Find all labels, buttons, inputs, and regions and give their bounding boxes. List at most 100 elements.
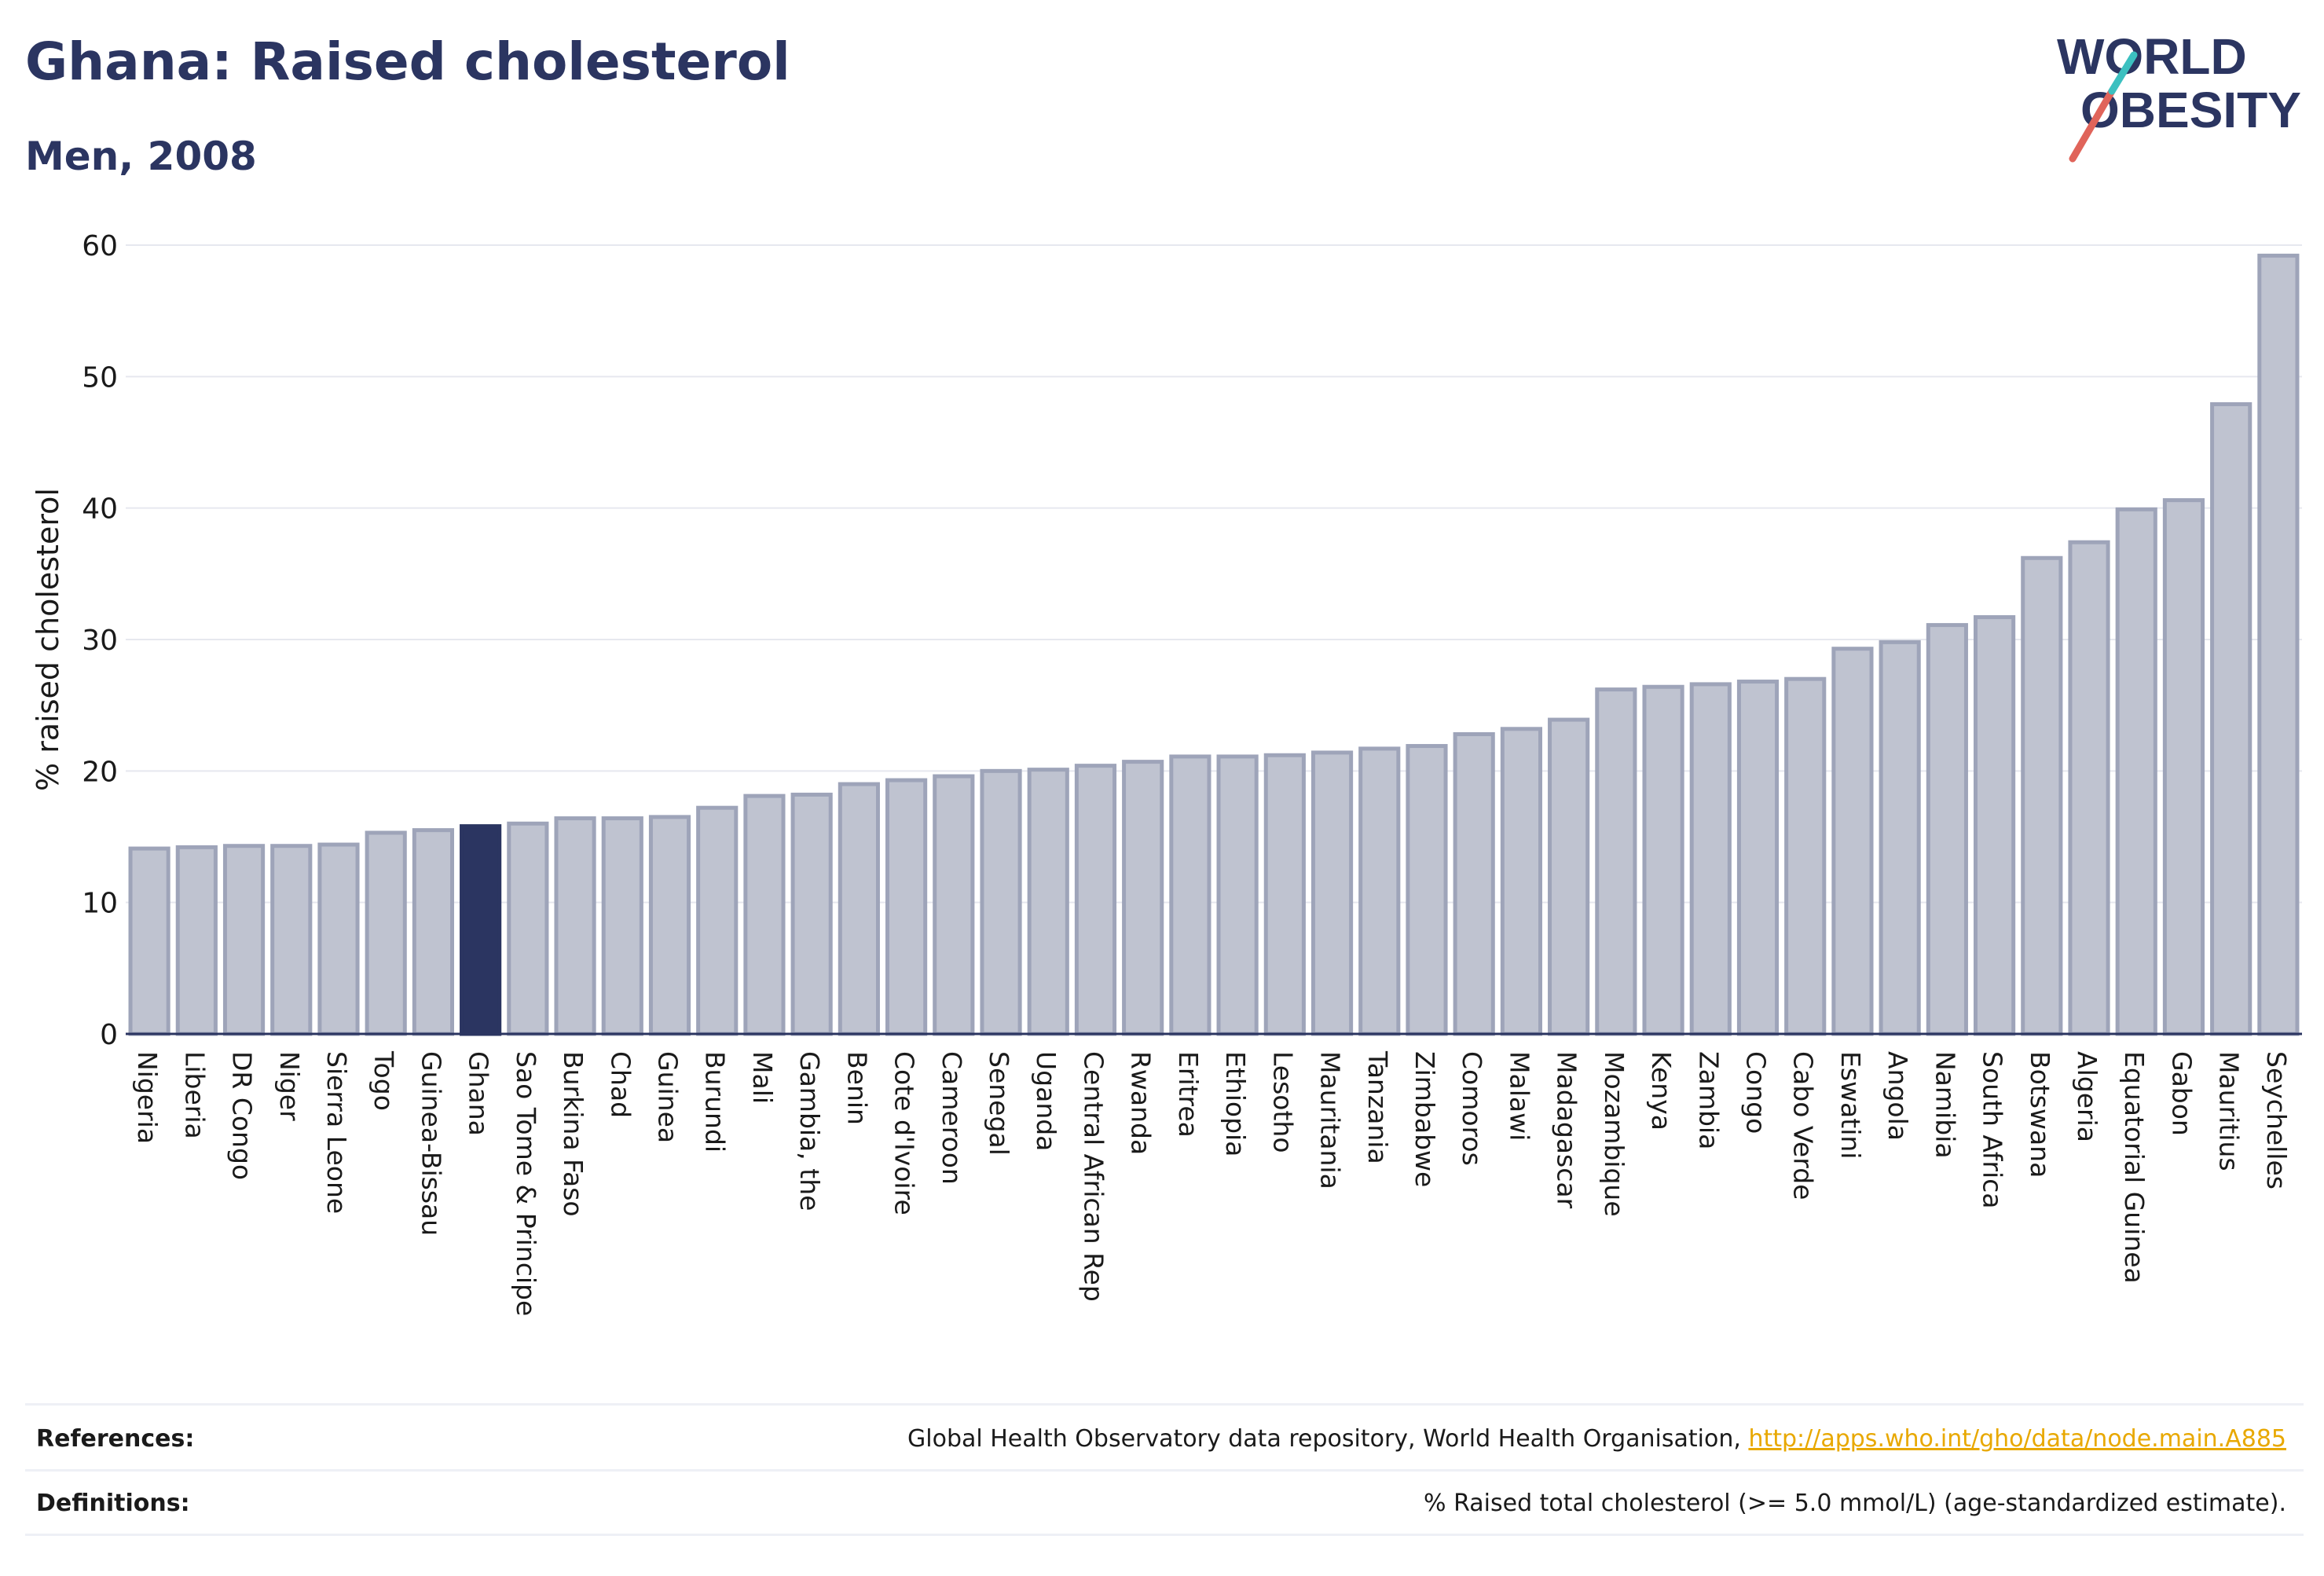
bar-mauritius	[2210, 401, 2253, 1036]
references-label: References:	[36, 1425, 195, 1453]
footer-divider-bottom	[25, 1534, 2304, 1536]
bar-seychelles	[2257, 253, 2300, 1036]
bar-mozambique	[1595, 687, 1637, 1036]
bar-gabon	[2162, 498, 2205, 1036]
bar-senegal	[980, 768, 1022, 1036]
x-tick-label: Eritrea	[1173, 1051, 1204, 1138]
x-axis-labels: Nigeria Liberia DR Congo Niger Sierra Leone T…	[132, 1050, 2292, 1316]
bar-togo	[365, 830, 407, 1036]
x-tick-label: Mozambique	[1599, 1051, 1629, 1217]
x-tick-label: Namibia	[1930, 1051, 1960, 1159]
x-tick-label: Mali	[747, 1051, 778, 1104]
x-tick-label: Cameroon	[937, 1051, 967, 1185]
bar-madagascar	[1548, 717, 1590, 1036]
bar-ghana	[460, 824, 502, 1036]
bar-lesotho	[1263, 753, 1306, 1036]
logo-slash-red	[2069, 87, 2116, 163]
bar-kenya	[1642, 684, 1684, 1036]
bar-guinea-bissau	[412, 828, 455, 1036]
y-tick-label: 20	[82, 756, 118, 788]
bar-central-african-rep	[1074, 764, 1117, 1036]
x-tick-label: Rwanda	[1126, 1051, 1157, 1155]
x-tick-label: Sao Tome & Principe	[511, 1051, 541, 1316]
x-tick-label: Togo	[368, 1050, 399, 1111]
footer-divider-top	[25, 1403, 2304, 1406]
bar-malawi	[1500, 727, 1542, 1036]
x-tick-label: Cote d'Ivoire	[889, 1051, 920, 1215]
x-tick-label: Malawi	[1504, 1051, 1534, 1141]
x-tick-label: Guinea	[653, 1051, 684, 1143]
x-tick-label: Nigeria	[132, 1051, 163, 1144]
x-tick-label: Gambia, the	[794, 1051, 825, 1211]
references-source: Global Health Observatory data repositor…	[907, 1425, 1749, 1453]
bar-sao-tome-principe	[507, 821, 549, 1036]
x-tick-label: Burundi	[700, 1051, 731, 1153]
x-tick-label: Chad	[605, 1051, 636, 1118]
y-tick-label: 0	[100, 1019, 118, 1051]
y-tick-label: 10	[82, 888, 118, 920]
x-tick-label: Tanzania	[1362, 1050, 1393, 1164]
chart-title: Ghana: Raised cholesterol	[25, 31, 790, 92]
definitions-label: Definitions:	[36, 1490, 190, 1517]
bar-burkina-faso	[554, 816, 596, 1036]
x-tick-label: Equatorial Guinea	[2119, 1051, 2150, 1284]
bar-guinea	[648, 815, 691, 1036]
bar-eritrea	[1169, 754, 1211, 1036]
logo-line-1: WORLD	[2057, 28, 2247, 85]
x-tick-label: Cabo Verde	[1788, 1051, 1819, 1200]
bar-zambia	[1689, 682, 1732, 1036]
x-tick-label: Angola	[1882, 1051, 1913, 1141]
y-tick-label: 40	[82, 493, 118, 526]
bar-sierra-leone	[317, 842, 360, 1036]
x-tick-label: Mauritius	[2214, 1051, 2245, 1171]
y-axis-title: % raised cholesterol	[31, 488, 65, 791]
footer-divider-middle	[25, 1469, 2304, 1472]
references-link[interactable]: http://apps.who.int/gho/data/node.main.A…	[1748, 1425, 2286, 1453]
x-tick-label: Ghana	[464, 1051, 494, 1136]
x-tick-label: Kenya	[1646, 1051, 1677, 1131]
x-tick-label: Comoros	[1457, 1051, 1487, 1166]
x-tick-label: Lesotho	[1267, 1051, 1298, 1153]
bar-ethiopia	[1216, 754, 1259, 1036]
x-tick-label: Ethiopia	[1220, 1051, 1251, 1156]
x-tick-label: Central African Rep	[1078, 1051, 1109, 1302]
bar-benin	[838, 782, 880, 1036]
x-tick-label: DR Congo	[227, 1051, 258, 1180]
bar-nigeria	[128, 846, 170, 1036]
bar-algeria	[2068, 540, 2110, 1036]
bar-gambia-the	[790, 792, 833, 1036]
bar-equatorial-guinea	[2115, 507, 2157, 1036]
x-tick-label: Mauritania	[1315, 1051, 1346, 1189]
x-tick-label: Zambia	[1693, 1051, 1724, 1149]
bar-liberia	[175, 845, 218, 1036]
bars	[128, 253, 2300, 1036]
bar-mauritania	[1310, 750, 1354, 1036]
bar-mali	[743, 793, 786, 1036]
x-tick-label: Seychelles	[2261, 1051, 2292, 1189]
bar-namibia	[1926, 623, 1968, 1036]
logo-slash-teal	[2108, 51, 2138, 95]
x-tick-label: Uganda	[1031, 1051, 1061, 1151]
x-tick-label: Liberia	[179, 1051, 210, 1139]
x-tick-label: Eswatini	[1835, 1051, 1866, 1159]
x-tick-label: Gabon	[2166, 1051, 2197, 1136]
world-obesity-logo: WORLD OBESITY	[2057, 28, 2301, 163]
bar-dr-congo	[222, 844, 266, 1036]
x-tick-label: Senegal	[984, 1051, 1014, 1156]
bar-congo	[1736, 680, 1780, 1036]
x-tick-label: Niger	[274, 1051, 305, 1121]
x-tick-label: Sierra Leone	[321, 1051, 352, 1214]
x-tick-label: Benin	[841, 1051, 872, 1125]
y-axis-ticks: 0 10 20 30 40 50 60	[82, 230, 118, 1051]
bar-comoros	[1453, 731, 1495, 1036]
y-tick-label: 30	[82, 625, 118, 657]
x-tick-label: Madagascar	[1552, 1051, 1582, 1209]
bar-zimbabwe	[1406, 744, 1448, 1036]
x-tick-label: Burkina Faso	[558, 1051, 588, 1217]
definitions-text: % Raised total cholesterol (>= 5.0 mmol/…	[1424, 1490, 2286, 1517]
x-tick-label: Congo	[1741, 1051, 1772, 1134]
bar-angola	[1879, 640, 1921, 1036]
bar-niger	[270, 844, 313, 1036]
bar-tanzania	[1358, 746, 1401, 1036]
